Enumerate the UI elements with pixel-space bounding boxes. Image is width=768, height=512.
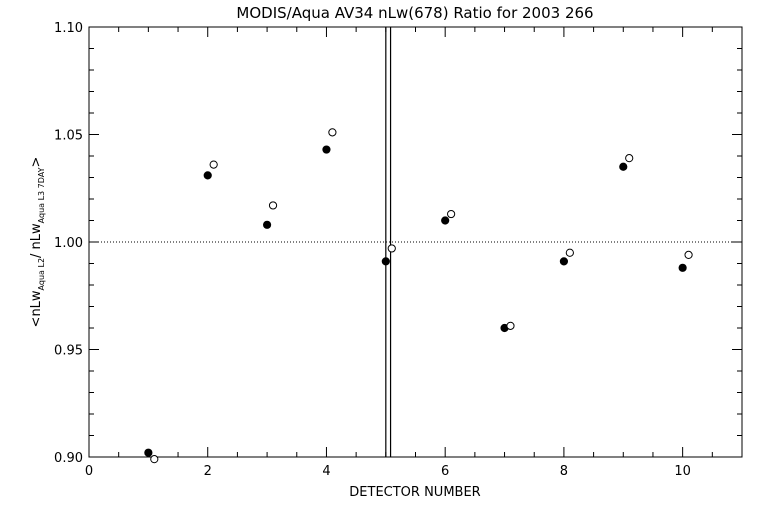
x-axis-label: DETECTOR NUMBER xyxy=(349,485,480,500)
series-open xyxy=(150,128,693,464)
open-point xyxy=(625,154,634,163)
x-axis-ticks: 0 2 4 6 8 10 xyxy=(85,27,743,479)
y-tick-label: 1.05 xyxy=(54,129,83,144)
x-tick-label: 4 xyxy=(322,464,330,479)
filled-point xyxy=(262,220,272,229)
y-label-sub1: Aqua L2 xyxy=(37,258,46,290)
filled-point xyxy=(144,448,153,457)
filled-point xyxy=(678,263,687,272)
y-tick-label: 0.95 xyxy=(54,344,83,359)
filled-point xyxy=(381,257,390,266)
filled-point xyxy=(619,162,628,171)
x-tick-label: 0 xyxy=(85,464,93,479)
y-axis-ticks: 0.90 0.95 1.00 1.05 1.10 xyxy=(54,21,742,466)
vertical-lines xyxy=(385,27,392,457)
open-point xyxy=(209,160,218,169)
series-filled xyxy=(144,145,687,457)
y-tick-label: 1.00 xyxy=(54,236,83,251)
y-label-sub2: Aqua L3 7DAY xyxy=(37,167,46,223)
y-label-open: <nLw xyxy=(29,290,44,327)
y-label-mid: / nLw xyxy=(29,223,44,258)
open-point xyxy=(387,244,396,253)
filled-point xyxy=(322,145,331,154)
open-point xyxy=(447,209,456,219)
filled-point xyxy=(559,257,569,266)
x-tick-label: 10 xyxy=(674,464,691,479)
open-point xyxy=(268,201,278,210)
x-tick-label: 2 xyxy=(204,464,212,479)
open-point xyxy=(684,250,693,259)
open-point xyxy=(150,455,159,464)
y-label-close: > xyxy=(29,157,44,168)
y-tick-label: 1.10 xyxy=(54,21,83,36)
y-axis-label: <nLwAqua L2/ nLwAqua L3 7DAY> xyxy=(29,157,46,328)
filled-point xyxy=(203,171,212,180)
x-tick-label: 8 xyxy=(560,464,568,479)
open-point xyxy=(506,321,515,330)
x-tick-label: 6 xyxy=(441,464,449,479)
chart-title: MODIS/Aqua AV34 nLw(678) Ratio for 2003 … xyxy=(236,4,593,22)
filled-point xyxy=(441,216,450,225)
open-point xyxy=(328,128,337,137)
open-point xyxy=(565,248,574,257)
y-tick-label: 0.90 xyxy=(54,451,83,466)
